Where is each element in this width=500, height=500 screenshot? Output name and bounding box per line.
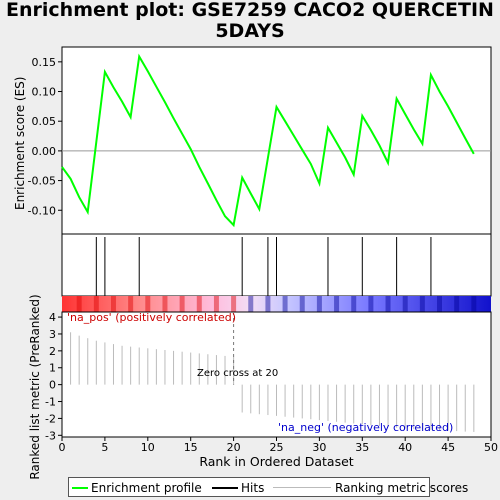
legend-es-label: Enrichment profile [91,481,202,495]
heatbar-stripe [179,296,185,312]
es-ytick-label: 0.10 [32,86,57,99]
zero-cross-annotation: Zero cross at 20 [197,368,279,379]
es-ytick-label: 0.00 [32,145,57,158]
heatbar-stripe [437,296,443,312]
metric-ylabel: Ranked list metric (PreRanked) [28,294,42,480]
heatbar-stripe [351,296,357,312]
heatbar-stripe [248,296,254,312]
metric-ytick-label: 3 [49,328,56,341]
metric-ytick-label: 2 [49,345,56,358]
heatbar-stripe [162,296,168,312]
heatbar-stripe [419,296,425,312]
legend-metric-label: Ranking metric scores [335,481,469,495]
heatbar-stripe [196,296,202,312]
heatbar-stripe [402,296,408,312]
metric-ytick-label: 4 [49,311,56,324]
heatbar-stripe [368,296,374,312]
heatbar-stripe [454,296,460,312]
heatbar-stripe [282,296,288,312]
metric-ytick-label: -2 [45,412,56,425]
x-tick-label: 40 [398,441,412,454]
legend-es-swatch [72,487,88,489]
es-series-line [61,53,475,228]
heatbar-stripe [316,296,322,312]
x-tick-label: 45 [441,441,455,454]
metric-ytick-label: 0 [49,379,56,392]
x-tick-label: 20 [227,441,241,454]
heatbar-stripe [471,296,477,312]
x-tick-label: 10 [141,441,155,454]
ranking-heatbar [62,296,491,312]
x-tick-label: 25 [270,441,284,454]
heatbar-stripe [145,296,151,312]
metric-ytick-label: 1 [49,362,56,375]
x-tick-label: 30 [312,441,326,454]
es-ytick-label: -0.10 [28,204,56,217]
x-axis-label: Rank in Ordered Dataset [199,454,354,469]
es-ylabel: Enrichment score (ES) [13,76,27,210]
heatbar-stripe [385,296,391,312]
x-tick-label: 15 [184,441,198,454]
es-ytick-label: 0.15 [32,56,57,69]
metric-ytick-label: -1 [45,396,56,409]
es-ytick-label: 0.05 [32,115,57,128]
legend-metric-swatch [273,487,331,488]
chart-title: Enrichment plot: GSE7259 CACO2 QUERCETIN… [6,0,494,42]
legend: Enrichment profile Hits Ranking metric s… [68,477,468,497]
pos-annotation: 'na_pos' (positively correlated) [67,311,237,324]
x-tick-label: 50 [484,441,498,454]
neg-annotation: 'na_neg' (negatively correlated) [278,421,454,434]
heatbar-stripe [128,296,134,312]
es-panel [61,46,492,235]
heatbar-stripe [93,296,99,312]
metric-ytick-label: -3 [45,429,56,442]
heatbar-stripe [76,296,82,312]
heatbar-stripe [299,296,305,312]
metric-panel [61,311,492,438]
x-tick-label: 0 [59,441,66,454]
x-tick-label: 35 [355,441,369,454]
legend-hits-swatch [212,487,238,489]
x-tick-label: 5 [101,441,108,454]
es-ytick-label: -0.05 [28,175,56,188]
heatbar-stripe [265,296,271,312]
heatbar-stripe [213,296,219,312]
heatbar-stripe [110,296,116,312]
heatbar-stripe [231,296,237,312]
heatbar-stripe [334,296,340,312]
legend-hits-label: Hits [241,481,265,495]
